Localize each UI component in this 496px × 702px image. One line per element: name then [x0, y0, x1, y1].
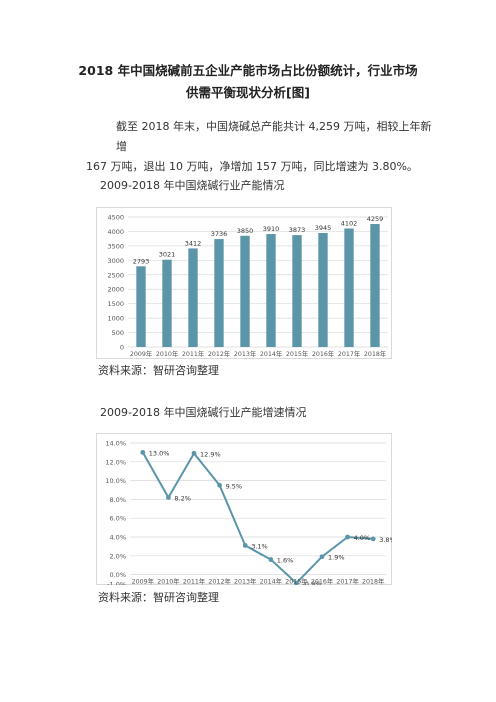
chart1-caption: 2009-2018 年中国烧碱行业产能情况	[100, 179, 285, 192]
x-tick-label: 2014年	[260, 577, 282, 585]
y-tick-label: 2000	[107, 286, 124, 294]
bar	[136, 266, 146, 347]
y-tick-label: 8.0%	[109, 496, 126, 504]
y-tick-label: 500	[112, 329, 124, 337]
data-label: 9.5%	[226, 482, 243, 490]
bar	[318, 233, 328, 347]
x-tick-label: 2012年	[208, 349, 230, 358]
data-label: 3.1%	[251, 542, 268, 550]
data-point	[166, 495, 171, 500]
chart1-source: 资料来源：智研咨询整理	[98, 364, 219, 377]
x-tick-label: 2018年	[362, 577, 384, 585]
bar	[214, 239, 224, 347]
y-tick-label: 1500	[107, 300, 124, 308]
data-point	[191, 450, 197, 456]
bar	[240, 235, 250, 347]
bar-value-label: 3412	[185, 239, 202, 247]
x-tick-label: 2017年	[336, 577, 358, 585]
data-point	[268, 557, 274, 562]
y-tick-label: 3500	[107, 242, 124, 250]
y-tick-label: 6.0%	[109, 515, 126, 523]
y-tick-label: 2.0%	[109, 552, 126, 560]
data-point	[319, 554, 325, 560]
x-tick-label: 2011年	[183, 577, 205, 585]
x-tick-label: 2010年	[157, 577, 179, 585]
data-point	[345, 534, 350, 540]
bar	[292, 235, 302, 347]
y-tick-label: 4000	[107, 228, 124, 236]
data-point	[370, 536, 376, 542]
x-tick-label: 2016年	[311, 577, 333, 585]
data-label: 3.8%	[379, 536, 392, 544]
x-tick-label: 2013年	[234, 577, 256, 585]
data-label: 4.0%	[354, 534, 371, 542]
title-line-2: 供需平衡现状分析[图]	[186, 85, 310, 100]
x-tick-label: 2017年	[338, 349, 360, 358]
data-point	[294, 580, 299, 585]
capacity-bar-chart: 0 500 1000 1500 2000 2500 3000 3500 4000 4500 2793…	[96, 207, 392, 359]
bar-value-label: 3945	[315, 224, 332, 232]
data-label: 13.0%	[149, 449, 170, 457]
x-tick-label: 2009年	[130, 349, 152, 358]
data-label: 1.9%	[328, 554, 345, 562]
growth-line-chart: -1.0% 0.0% 2.0% 4.0% 6.0% 8.0% 10.0% 12.0% 14.0%…	[96, 433, 392, 585]
x-tick-label: 2013年	[234, 349, 256, 358]
y-tick-label: 4500	[107, 214, 124, 222]
x-tick-label: 2016年	[312, 349, 334, 358]
y-tick-label: 1000	[107, 315, 124, 323]
data-point	[242, 543, 248, 548]
title-line-1: 2018 年中国烧碱前五企业产能市场占比份额统计，行业市场	[78, 63, 418, 78]
bar	[188, 248, 198, 347]
intro-paragraph: 截至 2018 年末，中国烧碱总产能共计 4,259 万吨，相较上年新增 167…	[86, 117, 433, 177]
paragraph-line-1: 截至 2018 年末，中国烧碱总产能共计 4,259 万吨，相较上年新增	[116, 120, 432, 153]
x-tick-label: 2010年	[156, 349, 178, 358]
article-title: 2018 年中国烧碱前五企业产能市场占比份额统计，行业市场 供需平衡现状分析[图…	[40, 60, 456, 104]
y-tick-label: 14.0%	[105, 440, 126, 448]
bar-value-label: 4102	[341, 219, 358, 227]
y-tick-label: -1.0%	[107, 581, 126, 586]
data-label: 12.9%	[200, 450, 221, 458]
bar-value-label: 3850	[237, 227, 254, 235]
y-tick-label: 2500	[107, 271, 124, 279]
data-point	[217, 482, 222, 488]
x-tick-label: 2015年	[286, 349, 308, 358]
x-tick-label: 2012年	[208, 577, 230, 585]
data-label: -0.9%	[302, 580, 321, 585]
x-tick-label: 2011年	[182, 349, 204, 358]
y-tick-label: 0.0%	[109, 571, 126, 579]
data-point	[140, 450, 146, 455]
y-tick-label: 0	[120, 344, 124, 352]
bar-value-label: 2793	[133, 257, 150, 265]
y-tick-label: 12.0%	[105, 458, 126, 466]
paragraph-line-2: 167 万吨，退出 10 万吨，净增加 157 万吨，同比增速为 3.80%。	[86, 160, 418, 173]
x-tick-label: 2009年	[132, 577, 154, 585]
y-tick-label: 3000	[107, 257, 124, 265]
chart-frame	[96, 433, 392, 585]
bar	[162, 259, 172, 347]
bar	[344, 228, 354, 347]
chart2-source: 资料来源：智研咨询整理	[98, 591, 219, 604]
bar-value-label: 4259	[367, 215, 384, 223]
series-line	[141, 451, 374, 585]
y-tick-label: 4.0%	[109, 534, 126, 542]
x-tick-label: 2018年	[364, 349, 386, 358]
data-label: 1.6%	[277, 557, 294, 565]
x-tick-label: 2014年	[260, 349, 282, 358]
bar-value-label: 3910	[263, 225, 280, 233]
bar	[266, 234, 276, 347]
chart2-caption: 2009-2018 年中国烧碱行业产能增速情况	[100, 406, 307, 419]
bar	[370, 223, 380, 347]
data-label: 8.2%	[174, 495, 191, 503]
bar-value-label: 3021	[159, 251, 176, 259]
bar-value-label: 3873	[289, 226, 306, 234]
bar-value-label: 3736	[211, 230, 228, 238]
x-tick-label: 2015年	[285, 577, 307, 585]
y-tick-label: 10.0%	[105, 477, 126, 485]
